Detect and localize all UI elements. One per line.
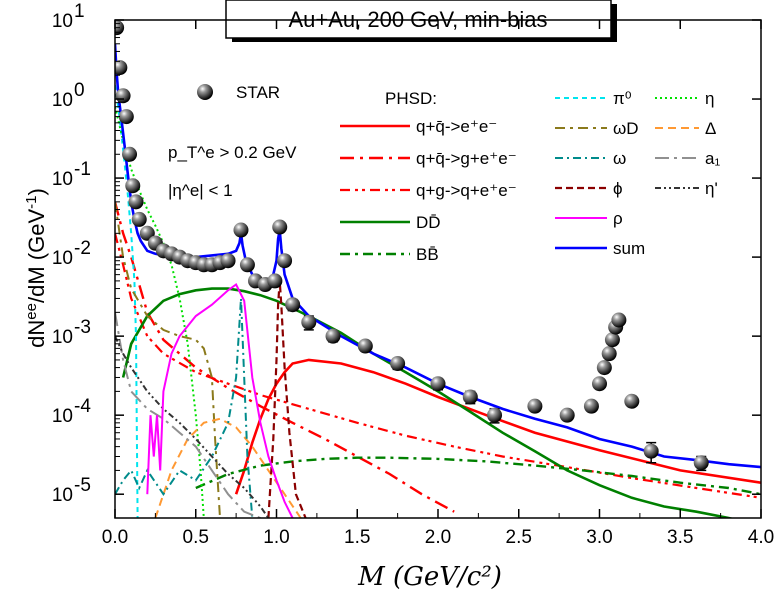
curve-0 bbox=[234, 358, 761, 495]
annotation-2: |η^e| < 1 bbox=[168, 181, 233, 200]
curve-11 bbox=[267, 280, 307, 518]
data-point bbox=[285, 297, 301, 313]
legend-label-q-g-q-e-e: q+g->q+e⁺e⁻ bbox=[416, 181, 517, 200]
x-tick-label: 0.5 bbox=[183, 527, 209, 548]
data-point bbox=[430, 376, 446, 392]
legend-label-series: ω bbox=[613, 149, 626, 168]
y-tick-exponent: -3 bbox=[74, 317, 91, 338]
annotations: p_T^e > 0.2 GeV |η^e| < 1 bbox=[168, 143, 297, 200]
data-point bbox=[624, 393, 640, 409]
legend-label-d: ωD bbox=[613, 119, 639, 138]
y-tick-exponent: -1 bbox=[74, 159, 91, 180]
legend-label-series: π⁰ bbox=[613, 89, 632, 108]
data-point bbox=[643, 443, 659, 459]
y-tick-label: 10 bbox=[52, 406, 73, 427]
data-point bbox=[693, 455, 709, 471]
data-point bbox=[272, 219, 288, 235]
curve-9 bbox=[115, 298, 254, 518]
legend-label-series: ρ bbox=[613, 209, 623, 228]
legend-label-series: η bbox=[705, 89, 714, 108]
data-point bbox=[592, 376, 607, 392]
legend: STAR PHSD: q+q̄->e⁺e⁻ q+q̄->g+e⁺e⁻ q+g->q+e⁺… bbox=[197, 83, 720, 264]
legend-label-q-q-e-e: q+q̄->e⁺e⁻ bbox=[416, 117, 497, 136]
legend-label-bb: BB̄ bbox=[416, 245, 439, 264]
y-tick-label: 10 bbox=[52, 485, 73, 506]
chart-title-box: Au+Au, 200 GeV, min-bias bbox=[225, 0, 617, 42]
data-point bbox=[115, 60, 128, 76]
data-point bbox=[267, 273, 283, 289]
curve-8 bbox=[154, 417, 302, 518]
data-point bbox=[357, 338, 373, 354]
data-point bbox=[601, 346, 617, 362]
x-tick-label: 1.5 bbox=[344, 527, 370, 548]
y-tick-exponent: -2 bbox=[74, 238, 91, 259]
curve-7 bbox=[115, 201, 221, 518]
y-axis-label: dNee/dM (GeV-1) bbox=[23, 188, 49, 348]
data-point bbox=[487, 407, 503, 423]
data-point bbox=[277, 253, 293, 269]
y-tick-exponent: 0 bbox=[74, 80, 85, 101]
x-axis-label: M (GeV/c²) bbox=[357, 562, 502, 592]
data-point bbox=[115, 88, 131, 104]
y-tick-label: 10 bbox=[52, 248, 73, 269]
x-tick-label: 3.5 bbox=[667, 527, 693, 548]
y-tick-exponent: -4 bbox=[74, 396, 91, 417]
data-point bbox=[125, 178, 141, 194]
data-point bbox=[131, 211, 147, 227]
legend-label-dd: DD̄ bbox=[416, 213, 441, 232]
data-points-layer bbox=[115, 20, 709, 472]
x-tick-label: 2.0 bbox=[425, 527, 451, 548]
curve-12 bbox=[115, 335, 270, 518]
legend-label-sum: sum bbox=[613, 239, 645, 258]
data-point bbox=[220, 253, 236, 269]
data-point bbox=[604, 332, 620, 348]
curve-10 bbox=[115, 312, 261, 518]
legend-label-q-q-g-e-e: q+q̄->g+e⁺e⁻ bbox=[416, 149, 517, 168]
data-point bbox=[462, 389, 478, 405]
x-tick-label: 4.0 bbox=[748, 527, 774, 548]
data-point bbox=[583, 398, 599, 414]
curve-3 bbox=[121, 287, 735, 518]
x-tick-label: 0.0 bbox=[102, 527, 128, 548]
legend-label-series: Δ bbox=[705, 119, 716, 138]
y-tick-label: 10 bbox=[52, 327, 73, 348]
data-point bbox=[559, 407, 575, 423]
data-point bbox=[390, 356, 406, 372]
curve-13 bbox=[146, 282, 294, 518]
x-tick-label: 2.5 bbox=[506, 527, 532, 548]
x-axis: 0.0 0.5 1.0 1.5 2.0 2.5 3.0 3.5 4.0 bbox=[102, 20, 774, 548]
curve-6 bbox=[115, 106, 205, 518]
data-point bbox=[325, 328, 341, 344]
annotation-1: p_T^e > 0.2 GeV bbox=[168, 143, 297, 162]
data-point bbox=[118, 109, 134, 125]
data-point bbox=[128, 194, 144, 210]
legend-label-series: ϕ bbox=[613, 179, 623, 198]
x-tick-label: 1.0 bbox=[263, 527, 289, 548]
y-tick-label: 10 bbox=[52, 90, 73, 111]
y-axis-label-text: dNee/dM (GeV-1) bbox=[23, 188, 49, 348]
y-tick-exponent: 1 bbox=[74, 1, 85, 22]
y-tick-label: 10 bbox=[52, 11, 73, 32]
legend-label-a: a₁ bbox=[705, 149, 720, 168]
legend-title: PHSD: bbox=[385, 89, 437, 108]
legend-star-marker bbox=[197, 84, 213, 100]
data-point bbox=[122, 146, 138, 162]
legend-star-label: STAR bbox=[236, 83, 280, 102]
curve-4 bbox=[195, 456, 761, 496]
y-tick-label: 10 bbox=[52, 169, 73, 190]
data-point bbox=[527, 398, 543, 414]
data-point bbox=[611, 312, 627, 328]
legend-label-series: η' bbox=[705, 179, 718, 198]
data-point bbox=[301, 314, 317, 330]
data-point bbox=[596, 360, 612, 376]
y-tick-exponent: -5 bbox=[74, 475, 91, 496]
x-tick-label: 3.0 bbox=[586, 527, 612, 548]
data-point bbox=[239, 257, 255, 273]
data-point bbox=[233, 222, 249, 238]
